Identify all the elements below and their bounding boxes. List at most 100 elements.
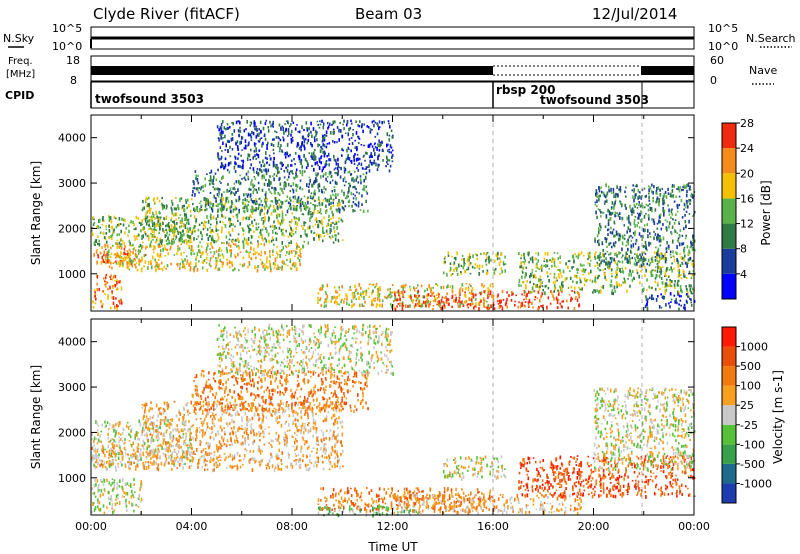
range-cell (179, 266, 181, 270)
range-cell (265, 464, 268, 466)
range-cell (273, 226, 276, 230)
range-cell (99, 226, 101, 229)
range-cell (196, 187, 199, 191)
range-cell (346, 195, 348, 199)
range-cell (442, 301, 445, 304)
range-cell (606, 199, 608, 203)
range-cell (165, 248, 167, 251)
range-cell (392, 304, 395, 307)
range-cell (253, 218, 256, 222)
range-cell (497, 299, 499, 303)
range-cell (649, 232, 651, 235)
range-cell (119, 421, 121, 425)
range-cell (300, 234, 302, 238)
range-cell (169, 248, 171, 251)
range-cell (131, 489, 133, 494)
range-cell (668, 284, 670, 288)
range-cell (206, 173, 208, 176)
range-cell (261, 228, 264, 231)
range-cell (276, 163, 278, 167)
range-cell (167, 229, 170, 232)
range-cell (630, 239, 633, 243)
range-cell (367, 209, 369, 213)
range-cell (559, 271, 562, 275)
range-cell (323, 191, 326, 194)
range-cell (567, 306, 569, 310)
range-cell (646, 302, 648, 306)
range-cell (313, 231, 316, 234)
range-cell (308, 132, 310, 136)
range-cell (583, 283, 586, 287)
range-cell (299, 262, 301, 267)
range-cell (228, 231, 230, 235)
range-cell (228, 126, 231, 129)
range-cell (322, 175, 324, 178)
range-cell (346, 123, 348, 127)
range-cell (148, 237, 150, 241)
range-cell (679, 299, 682, 302)
range-cell (637, 188, 640, 193)
range-cell (568, 294, 571, 296)
range-cell (181, 233, 184, 238)
range-cell (250, 257, 252, 260)
range-cell (669, 278, 671, 282)
range-cell (309, 195, 312, 199)
range-cell (350, 289, 352, 291)
range-cell (519, 265, 521, 269)
range-cell (101, 444, 104, 449)
range-cell (335, 159, 337, 163)
range-cell (626, 216, 629, 221)
range-cell (217, 168, 219, 172)
range-cell (308, 225, 311, 230)
range-cell (354, 146, 356, 150)
range-cell (684, 206, 687, 209)
range-cell (120, 238, 122, 242)
range-cell (684, 254, 686, 258)
range-cell (159, 240, 162, 244)
range-cell (205, 201, 207, 204)
range-cell (95, 420, 97, 424)
range-cell (558, 273, 560, 278)
range-cell (432, 286, 434, 289)
range-cell (630, 210, 633, 213)
range-cell (671, 208, 673, 211)
range-cell (376, 168, 379, 172)
range-cell (383, 120, 385, 124)
range-cell (135, 430, 138, 434)
range-cell (653, 185, 655, 189)
range-cell (114, 305, 116, 310)
range-cell (332, 120, 334, 125)
range-cell (164, 247, 166, 251)
range-cell (210, 178, 213, 183)
range-cell (442, 285, 445, 289)
range-cell (538, 268, 540, 270)
range-cell (451, 305, 453, 308)
range-cell (153, 251, 155, 254)
range-cell (289, 196, 291, 200)
range-cell (643, 224, 646, 227)
range-cell (307, 200, 309, 205)
range-cell (282, 136, 284, 139)
range-cell (97, 424, 100, 427)
range-cell (496, 254, 498, 258)
range-cell (117, 224, 119, 227)
range-cell (263, 205, 266, 209)
range-cell (212, 179, 214, 183)
range-cell (187, 448, 189, 452)
range-cell (627, 238, 629, 242)
range-cell (260, 243, 262, 246)
range-cell (109, 501, 111, 506)
range-cell (458, 299, 460, 303)
range-cell (238, 209, 240, 214)
range-cell (226, 241, 228, 245)
range-cell (150, 262, 152, 266)
range-cell (656, 251, 658, 256)
range-cell (261, 261, 263, 264)
range-cell (338, 217, 340, 220)
range-cell (200, 208, 203, 211)
range-cell (144, 254, 147, 257)
range-cell (290, 250, 293, 254)
range-cell (135, 215, 138, 219)
range-cell (136, 456, 139, 460)
range-cell (290, 159, 293, 162)
